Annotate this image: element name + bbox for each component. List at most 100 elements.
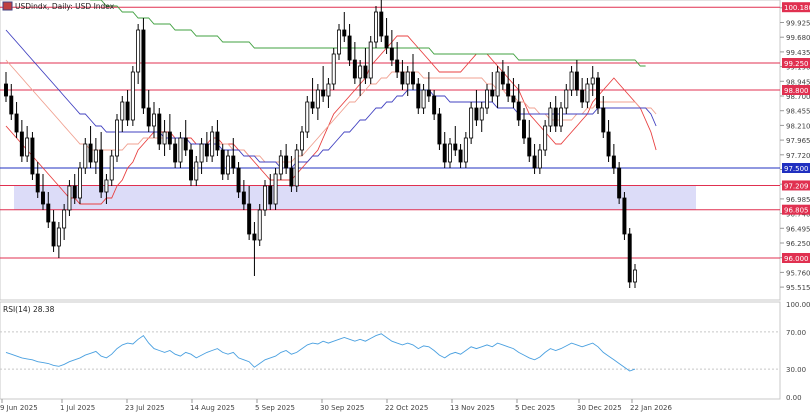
x-tick-label: 30 Dec 2025 [577, 404, 622, 412]
candle-body [611, 155, 616, 169]
candle-body [19, 131, 24, 157]
candle-body [4, 83, 8, 97]
candle-body [88, 143, 93, 163]
candle-body [35, 173, 40, 193]
candle-body [136, 29, 141, 73]
rsi-line [5, 333, 636, 372]
candle-body [617, 167, 622, 199]
symbol-title: USDindx, Daily: USD Index [15, 2, 115, 11]
level-price-badge [782, 253, 810, 263]
y-tick-label: 97.720 [786, 152, 810, 160]
candle-body [157, 113, 162, 145]
candle-body [125, 101, 130, 121]
level-price-label: 96.000 [784, 255, 809, 263]
candle-body [511, 95, 516, 103]
candle-body [485, 89, 489, 109]
candle-body [78, 167, 82, 199]
candle-body [289, 167, 294, 187]
candle-body [500, 71, 505, 85]
candle-body [72, 185, 77, 199]
candle-body [352, 59, 357, 79]
candle-body [46, 203, 51, 223]
y-tick-label: 99.435 [786, 49, 810, 57]
candle-body [220, 149, 225, 175]
candle-body [294, 149, 299, 187]
candle-body [548, 107, 553, 127]
level-price-label: 97.500 [784, 165, 809, 173]
candle-body [326, 83, 331, 97]
candle-body [495, 71, 500, 97]
level-price-badge [782, 204, 810, 215]
y-tick-label: 99.925 [786, 20, 810, 28]
candle-body [527, 137, 532, 157]
candle-body [284, 155, 289, 169]
candle-body [120, 101, 125, 121]
y-tick-label: 96.250 [786, 240, 810, 248]
candle-body [479, 107, 484, 121]
candle-body [241, 191, 246, 205]
candle-body [115, 119, 119, 157]
x-tick-label: 1 Jul 2025 [60, 404, 95, 412]
candle-body [384, 35, 389, 49]
candle-body [41, 191, 45, 205]
candle-body [411, 71, 415, 85]
candle-body [469, 107, 474, 139]
candle-body [463, 137, 468, 163]
candle-body [416, 83, 421, 109]
candle-body [633, 269, 637, 283]
y-tick-label: 98.210 [786, 122, 810, 130]
candle-body [83, 143, 88, 169]
candle-body [627, 233, 632, 283]
candle-body [152, 113, 156, 127]
candle-body [104, 179, 109, 193]
candle-body [601, 107, 606, 133]
candle-body [580, 89, 585, 103]
candle-body [130, 71, 135, 121]
rsi-tick-label: 70.00 [786, 329, 806, 337]
candle-body [368, 41, 373, 79]
y-tick-label: 95.515 [786, 284, 810, 292]
candle-body [622, 197, 627, 235]
y-tick-label: 95.760 [786, 269, 810, 277]
candle-body [574, 71, 579, 91]
candle-body [522, 119, 526, 139]
candle-body [559, 107, 563, 127]
candle-body [236, 167, 241, 193]
x-tick-label: 30 Sep 2025 [320, 404, 364, 412]
y-tick-label: 96.495 [786, 225, 810, 233]
symbol-icon [2, 1, 13, 11]
rsi-pane-frame [0, 301, 781, 400]
candle-body [564, 89, 569, 109]
candle-body [141, 29, 146, 109]
candle-body [400, 71, 405, 85]
candle-body [178, 137, 183, 163]
candle-body [421, 89, 426, 109]
candle-body [231, 155, 236, 169]
x-tick-label: 9 Jun 2025 [0, 404, 38, 412]
y-tick-label: 96.985 [786, 196, 810, 204]
candle-body [363, 65, 368, 79]
candle-body [257, 209, 262, 241]
candle-body [596, 77, 600, 109]
candle-body [173, 143, 178, 163]
candle-body [442, 143, 447, 163]
candle-body [537, 149, 542, 169]
candle-body [56, 227, 61, 247]
y-tick-label: 98.700 [786, 93, 810, 101]
level-price-label: 99.250 [784, 60, 809, 68]
level-price-label: 97.209 [784, 182, 809, 190]
candle-body [405, 71, 410, 85]
candle-body [315, 89, 320, 109]
moving-average-line [5, 59, 657, 163]
x-tick-label: 5 Dec 2025 [515, 404, 555, 412]
y-tick-label: 98.455 [786, 108, 810, 116]
candle-body [389, 47, 394, 61]
x-tick-label: 5 Sep 2025 [255, 404, 295, 412]
rsi-tick-label: 0.00 [786, 394, 802, 402]
candle-body [252, 233, 257, 241]
candle-body [585, 83, 590, 103]
candle-body [162, 131, 167, 145]
y-tick-label: 99.680 [786, 34, 810, 42]
moving-average-line [5, 35, 657, 205]
